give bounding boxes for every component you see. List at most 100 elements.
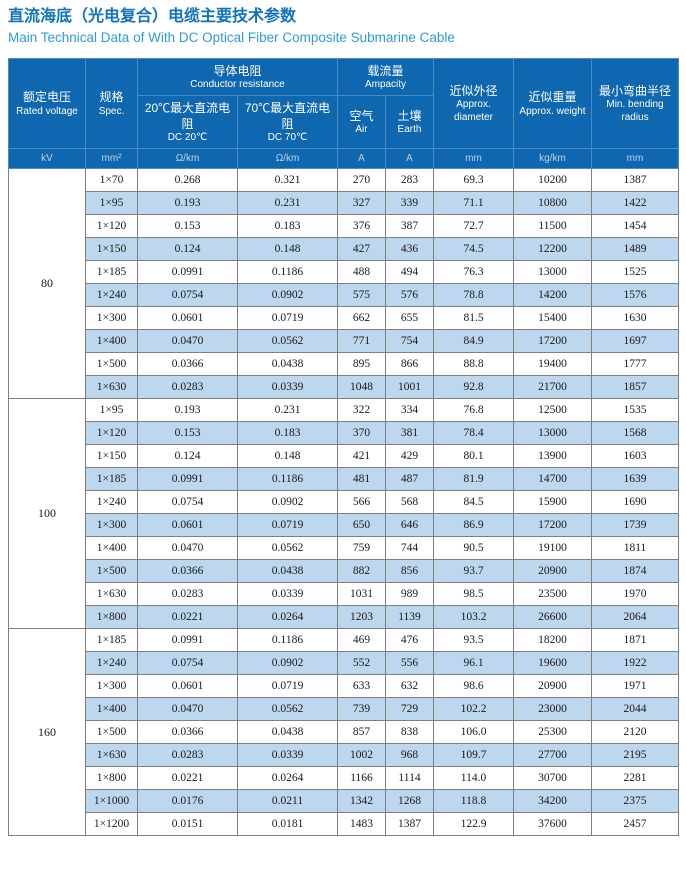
table-cell: 19100 (513, 536, 592, 561)
table-row: 1×95 0.193 0.231 327 339 71.1 10800 1422 (9, 191, 679, 216)
table-cell: 575 (337, 283, 386, 308)
table-row: 1×500 0.0366 0.0438 882 856 93.7 20900 1874 (9, 559, 679, 584)
table-row: 1×120 0.153 0.183 376 387 72.7 11500 1454 (9, 214, 679, 239)
page: 直流海底（光电复合）电缆主要技术参数 Main Technical Data o… (8, 8, 679, 837)
table-cell: 0.0339 (237, 582, 338, 607)
table-cell: 106.0 (433, 720, 514, 745)
table-cell: 1387 (591, 168, 679, 193)
table-row: 1×240 0.0754 0.0902 566 568 84.5 15900 1690 (9, 490, 679, 515)
table-cell: 88.8 (433, 352, 514, 377)
table-cell: 1697 (591, 329, 679, 354)
table-cell: 0.0719 (237, 674, 338, 699)
table-row: 1×630 0.0283 0.0339 1031 989 98.5 23500 1970 (9, 582, 679, 607)
table-cell: 23500 (513, 582, 592, 607)
table-cell: 1811 (591, 536, 679, 561)
table-cell: 30700 (513, 766, 592, 791)
table-cell: 19600 (513, 651, 592, 676)
table-cell: 1×630 (85, 743, 138, 768)
table-cell: 17200 (513, 329, 592, 354)
table-cell: 0.0902 (237, 283, 338, 308)
table-cell: 1874 (591, 559, 679, 584)
unit-cell: A (385, 148, 434, 170)
table-row: 1×800 0.0221 0.0264 1203 1139 103.2 26600 2064 (9, 605, 679, 630)
table-cell: 0.0991 (137, 467, 238, 492)
table-row: 100 1×95 0.193 0.231 322 334 76.8 12500 1535 (8, 398, 679, 630)
table-row: 1×630 0.0283 0.0339 1002 968 109.7 27700 2195 (9, 743, 679, 768)
table-cell: 1×120 (85, 421, 138, 446)
col-header-rated-voltage: 额定电压 Rated voltage (8, 58, 86, 150)
table-cell: 0.1186 (237, 467, 338, 492)
table-cell: 322 (337, 398, 386, 423)
table-cell: 34200 (513, 789, 592, 814)
table-cell: 339 (385, 191, 434, 216)
table-cell: 26600 (513, 605, 592, 630)
unit-cell: Ω/km (237, 148, 338, 170)
col-header-min-bending-radius: 最小弯曲半径 Min. bending radius (591, 58, 679, 150)
table-cell: 427 (337, 237, 386, 262)
table-cell: 856 (385, 559, 434, 584)
table-cell: 1203 (337, 605, 386, 630)
table-cell: 0.183 (237, 421, 338, 446)
table-cell: 632 (385, 674, 434, 699)
table-cell: 0.0264 (237, 605, 338, 630)
table-cell: 12200 (513, 237, 592, 262)
table-cell: 1×800 (85, 766, 138, 791)
table-cell: 0.0562 (237, 536, 338, 561)
table-cell: 14700 (513, 467, 592, 492)
table-cell: 0.193 (137, 398, 238, 423)
table-row: 80 1×70 0.268 0.321 270 283 69.3 10200 1387 (8, 168, 679, 400)
table-row: 1×150 0.124 0.148 427 436 74.5 12200 1489 (9, 237, 679, 262)
col-header-approx-diameter: 近似外径 Approx. diameter (433, 58, 514, 150)
col-header-earth: 土壤 Earth (385, 95, 434, 150)
table-cell: 729 (385, 697, 434, 722)
table-cell: 1×300 (85, 674, 138, 699)
table-cell: 0.231 (237, 398, 338, 423)
table-cell: 0.0366 (137, 559, 238, 584)
table-cell: 37600 (513, 812, 592, 837)
table-cell: 0.0562 (237, 697, 338, 722)
table-cell: 1×300 (85, 306, 138, 331)
col-header-ampacity: 载流量 Ampacity (337, 58, 434, 97)
table-cell: 14200 (513, 283, 592, 308)
table-row: 1×185 0.0991 0.1186 488 494 76.3 13000 1525 (9, 260, 679, 285)
table-cell: 0.124 (137, 237, 238, 262)
table-cell: 568 (385, 490, 434, 515)
table-cell: 1002 (337, 743, 386, 768)
table-cell: 1603 (591, 444, 679, 469)
unit-cell: mm (591, 148, 679, 170)
table-cell: 1970 (591, 582, 679, 607)
table-row: 1×500 0.0366 0.0438 895 866 88.8 19400 1777 (9, 352, 679, 377)
table-cell: 71.1 (433, 191, 514, 216)
table-cell: 1×500 (85, 720, 138, 745)
table-cell: 17200 (513, 513, 592, 538)
table-cell: 0.0366 (137, 720, 238, 745)
table-cell: 78.4 (433, 421, 514, 446)
table-row: 1×400 0.0470 0.0562 739 729 102.2 23000 2044 (9, 697, 679, 722)
table-cell: 18200 (513, 628, 592, 653)
unit-cell: kV (8, 148, 86, 170)
table-cell: 1×800 (85, 605, 138, 630)
table-cell: 334 (385, 398, 434, 423)
table-cell: 0.1186 (237, 260, 338, 285)
table-cell: 23000 (513, 697, 592, 722)
col-header-approx-weight: 近似重量 Approx. weight (513, 58, 592, 150)
table-cell: 21700 (513, 375, 592, 400)
table-cell: 0.0470 (137, 329, 238, 354)
col-header-air: 空气 Air (337, 95, 386, 150)
unit-cell: mm (433, 148, 514, 170)
table-cell: 2281 (591, 766, 679, 791)
table-cell: 1×70 (85, 168, 138, 193)
table-cell: 0.0438 (237, 352, 338, 377)
table-cell: 646 (385, 513, 434, 538)
table-cell: 1×240 (85, 283, 138, 308)
table-cell: 90.5 (433, 536, 514, 561)
table-cell: 0.0754 (137, 283, 238, 308)
table-cell: 0.0902 (237, 490, 338, 515)
table-cell: 2375 (591, 789, 679, 814)
table-cell: 122.9 (433, 812, 514, 837)
table-cell: 0.0438 (237, 559, 338, 584)
table-cell: 93.7 (433, 559, 514, 584)
table-cell: 556 (385, 651, 434, 676)
table-cell: 469 (337, 628, 386, 653)
table-cell: 1166 (337, 766, 386, 791)
